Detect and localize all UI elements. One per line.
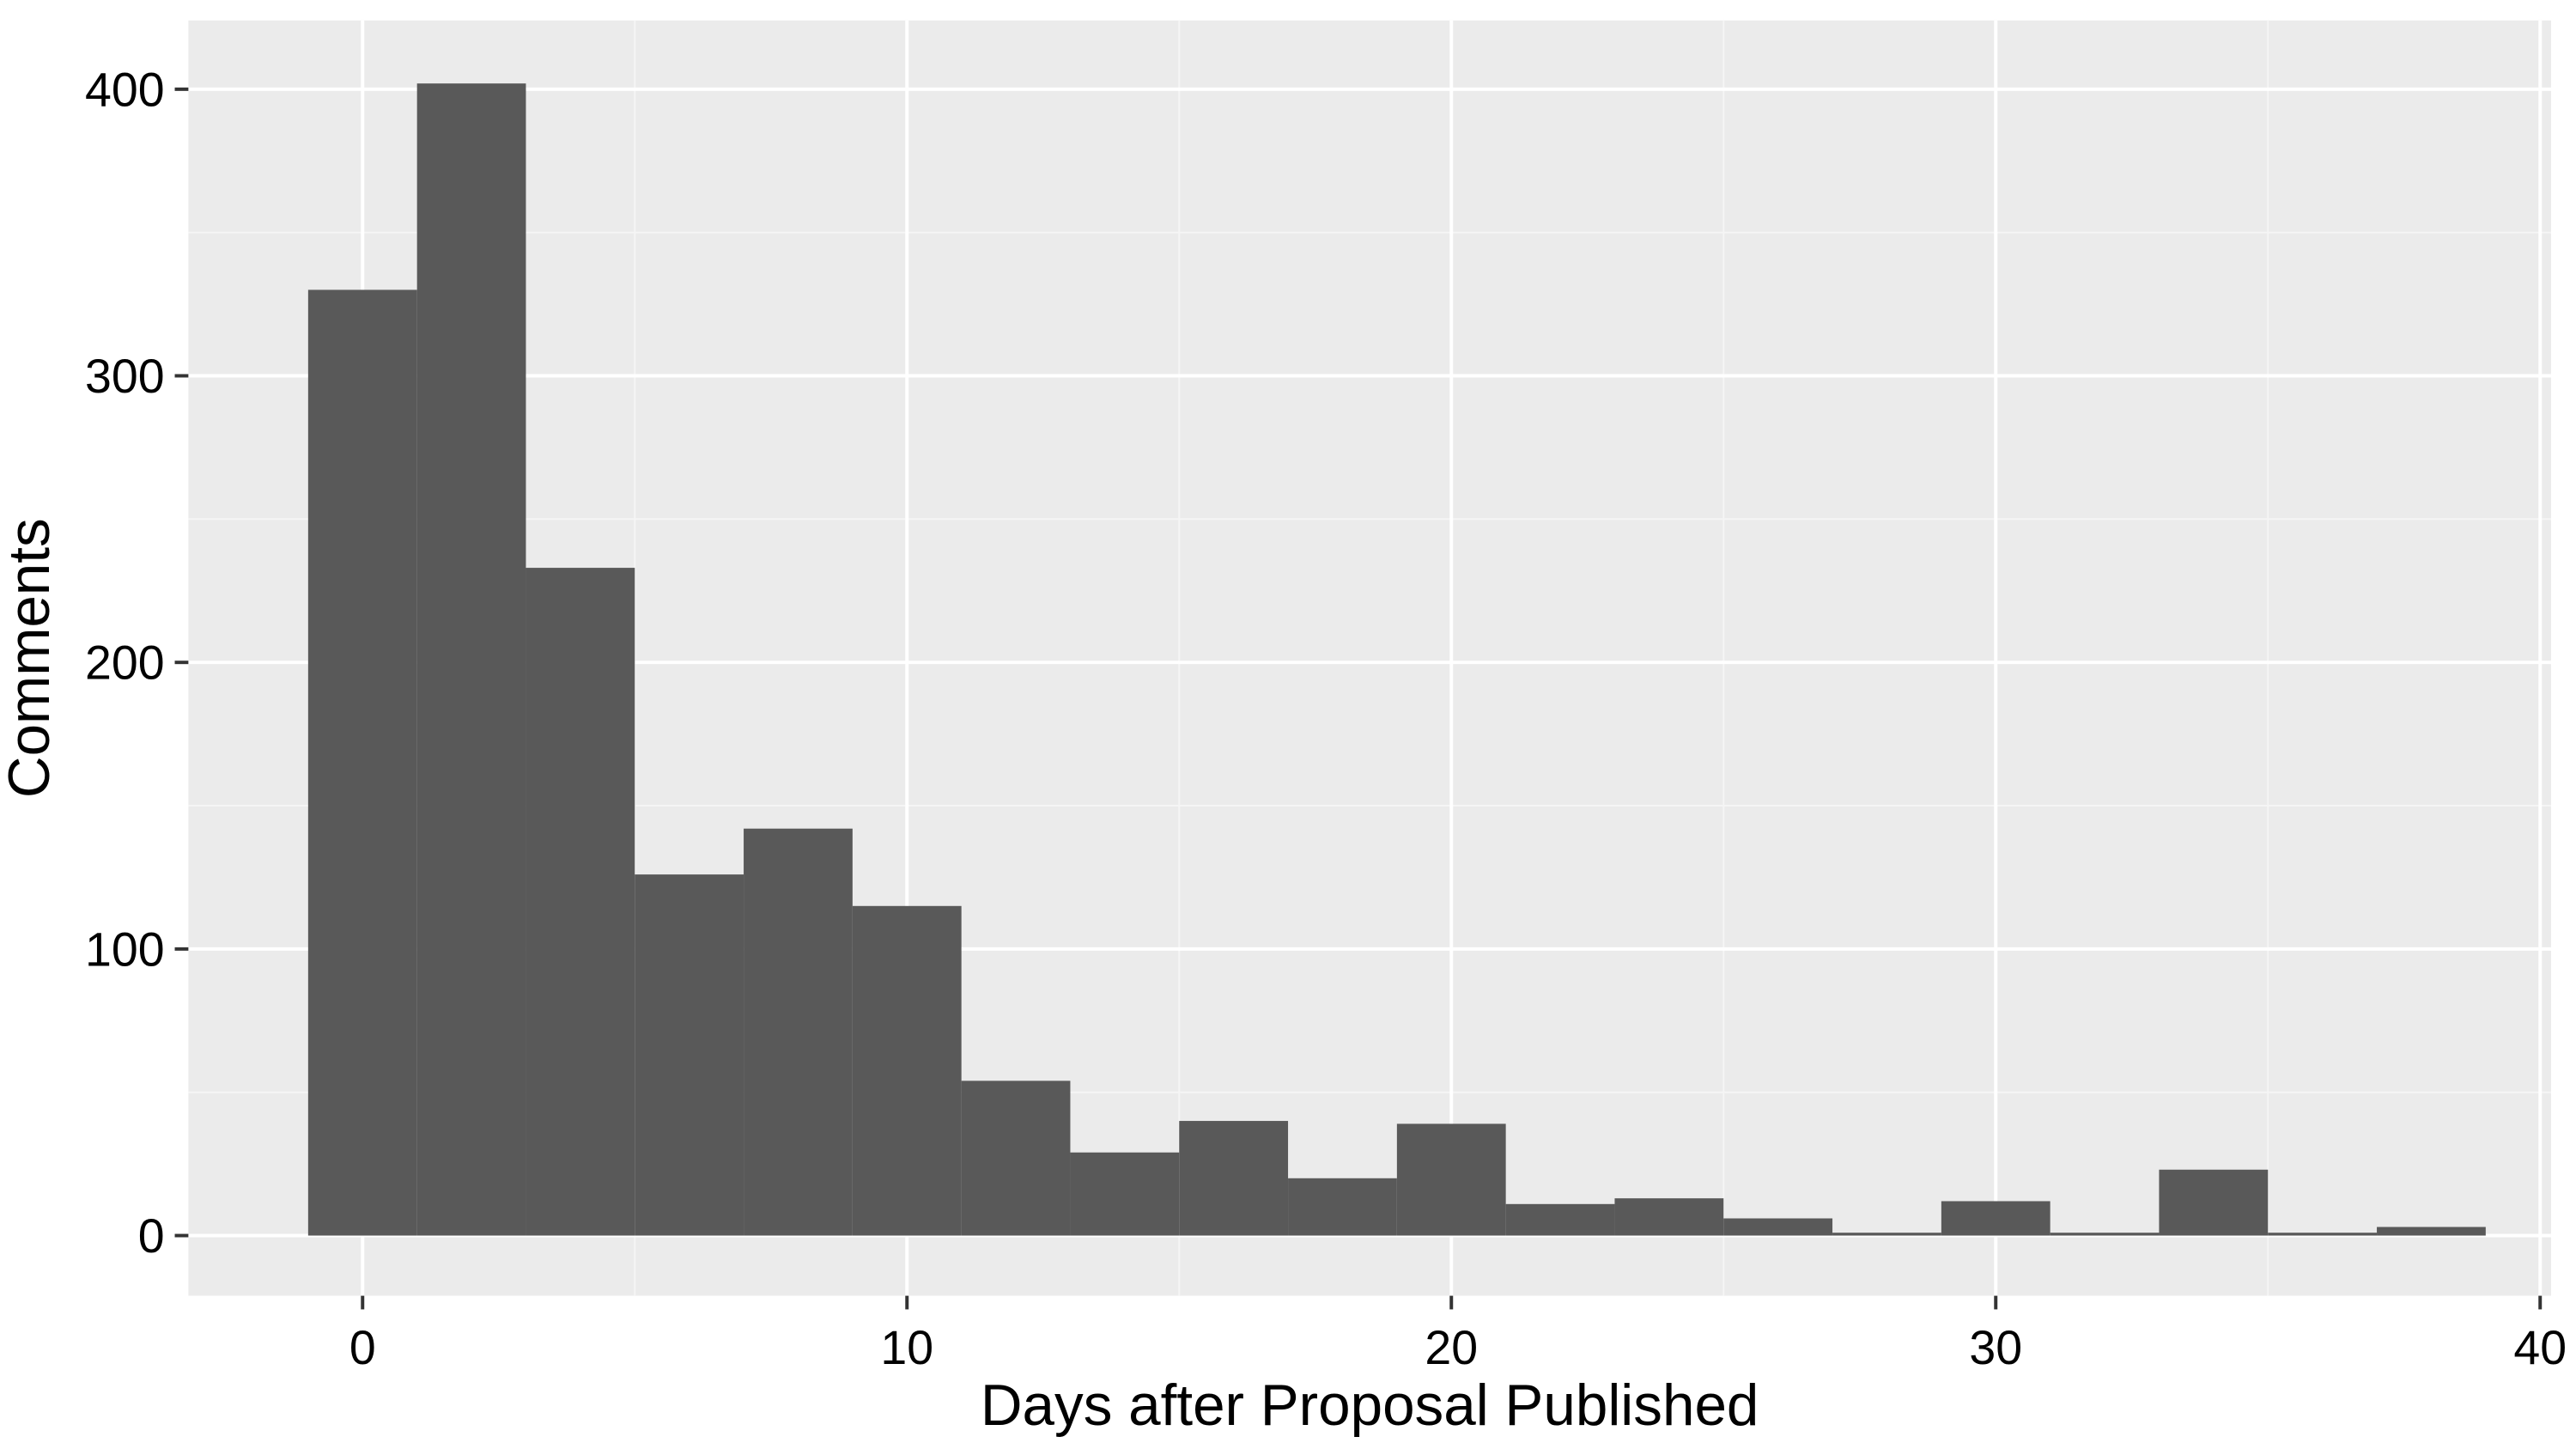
y-tick-label: 300 [85,350,165,403]
bar [962,1081,1071,1235]
bar [1723,1218,1832,1235]
bar [635,874,744,1235]
bar [2377,1227,2486,1236]
y-axis-title: Comments [0,518,62,798]
y-tick-label: 200 [85,636,165,690]
histogram-chart: 0102030400100200300400Days after Proposa… [0,0,2576,1449]
bar [2268,1233,2377,1235]
x-tick-label: 10 [880,1321,933,1374]
bar [1070,1153,1179,1236]
x-tick-label: 30 [1969,1321,2022,1374]
y-tick-label: 100 [85,922,165,976]
bar [1832,1233,1941,1235]
bar [1614,1198,1723,1235]
bar [1179,1121,1288,1235]
bar [744,829,853,1236]
bar [1506,1204,1615,1236]
bar [308,289,417,1235]
bar [526,568,635,1235]
bar [2159,1170,2268,1236]
bar [417,83,526,1235]
bar [853,906,962,1236]
x-tick-label: 0 [349,1321,376,1374]
y-tick-label: 400 [85,63,165,116]
bar [2050,1233,2160,1235]
bar [1397,1123,1506,1235]
x-tick-label: 20 [1425,1321,1478,1374]
y-axis: 0 100 200 300 400 [85,63,188,1263]
y-tick-label: 0 [138,1209,165,1263]
x-axis-title: Days after Proposal Published [981,1373,1759,1438]
x-axis: 0 10 20 30 40 [349,1296,2567,1374]
bar [1288,1178,1397,1236]
x-tick-label: 40 [2513,1321,2567,1374]
bar [1941,1201,2050,1235]
